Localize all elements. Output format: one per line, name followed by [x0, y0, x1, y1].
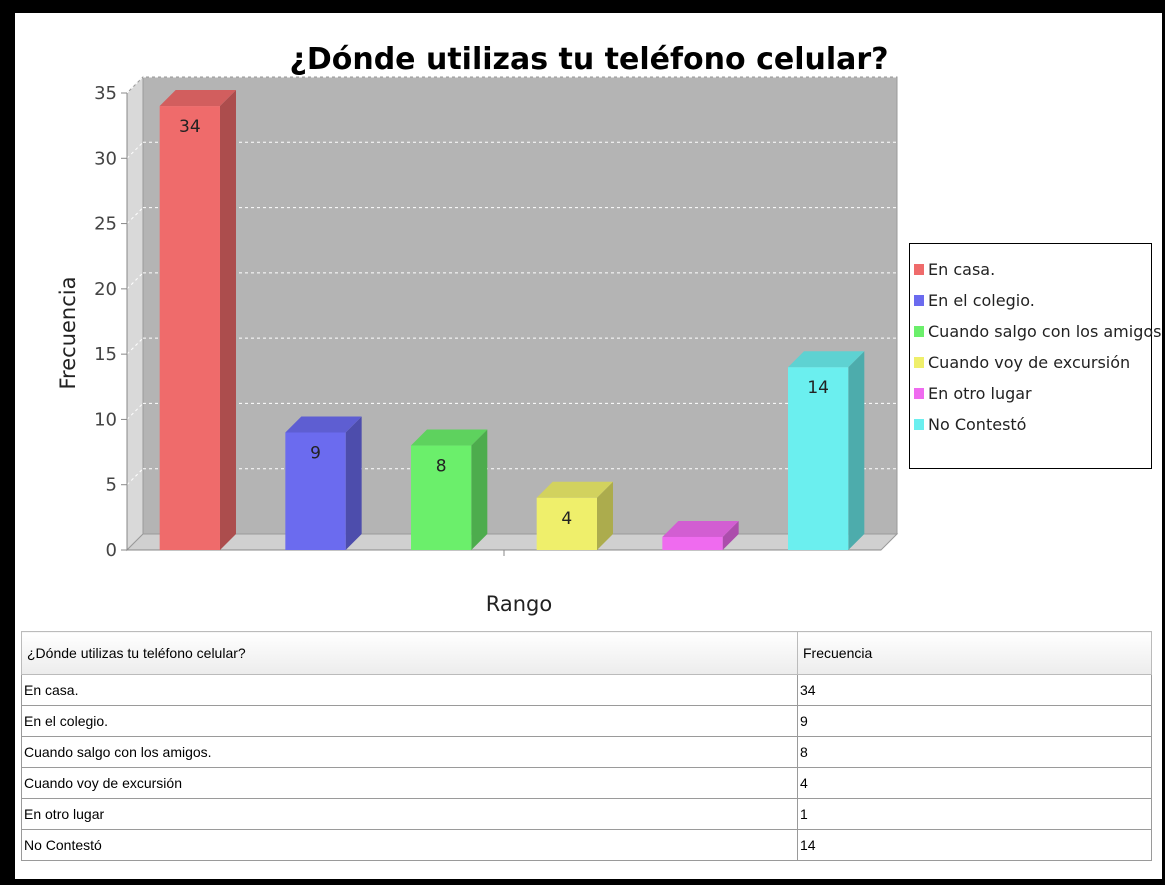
table-cell-category: En otro lugar	[21, 798, 798, 830]
table-cell-frequency: 4	[797, 767, 1152, 799]
bar-side	[345, 416, 362, 550]
bar-top	[788, 351, 865, 368]
table-cell-frequency: 9	[797, 705, 1152, 737]
legend-label: Cuando voy de excursión	[928, 353, 1131, 372]
gridline	[126, 272, 144, 290]
table-cell-frequency: 14	[797, 829, 1152, 861]
legend-swatch	[914, 326, 924, 337]
report-panel: ¿Dónde utilizas tu teléfono celular? 0 5 10…	[15, 13, 1162, 879]
legend-item: En casa.	[914, 254, 1151, 285]
gridline	[126, 76, 144, 94]
bar-value-label: 9	[310, 443, 321, 463]
bar-value-label: 34	[179, 117, 201, 137]
legend-swatch	[914, 264, 924, 275]
y-tick-label: 30	[94, 148, 117, 169]
table-row[interactable]: En otro lugar 1	[21, 798, 1152, 830]
bar	[788, 367, 849, 550]
y-tick-label: 5	[106, 475, 117, 496]
legend-label: En casa.	[928, 260, 996, 279]
plot-back-wall	[142, 76, 898, 535]
table-cell-category: En el colegio.	[21, 705, 798, 737]
table-row[interactable]: En el colegio. 9	[21, 705, 1152, 737]
legend-label: En el colegio.	[928, 291, 1035, 310]
legend-item: No Contestó	[914, 409, 1151, 440]
bar-top	[159, 90, 236, 107]
plot-side-wall	[126, 75, 144, 552]
gridline	[126, 337, 144, 355]
frequency-table: ¿Dónde utilizas tu teléfono celular? Fre…	[21, 631, 1152, 861]
table-row[interactable]: No Contestó 14	[21, 829, 1152, 861]
table-cell-category: En casa.	[21, 674, 798, 706]
gridline	[126, 468, 144, 486]
bar-chart: ¿Dónde utilizas tu teléfono celular? 0 5 10…	[56, 42, 899, 616]
y-tick-label: 15	[94, 344, 117, 365]
bar-side	[219, 90, 236, 551]
bar-side	[722, 520, 739, 550]
bar	[536, 497, 597, 550]
bar-top	[662, 520, 739, 537]
y-tick-label: 0	[106, 540, 117, 561]
gridline	[126, 403, 144, 420]
legend-swatch	[914, 357, 924, 368]
y-tick-label: 25	[94, 214, 117, 235]
bar	[285, 432, 346, 550]
bar-side	[848, 351, 865, 550]
table-header-row: ¿Dónde utilizas tu teléfono celular? Fre…	[21, 631, 1152, 675]
chart-legend: En casa. En el colegio. Cuando salgo con l…	[909, 243, 1162, 469]
legend-label: Cuando salgo con los amigos.	[928, 322, 1162, 341]
chart-title: ¿Dónde utilizas tu teléfono celular?	[289, 42, 888, 77]
legend-label: En otro lugar	[928, 384, 1032, 403]
bar-top	[411, 429, 488, 446]
table-header-frequency[interactable]: Frecuencia	[797, 631, 1152, 675]
table-row[interactable]: En casa. 34	[21, 674, 1152, 706]
gridline	[126, 207, 144, 224]
table-cell-category: Cuando salgo con los amigos.	[21, 736, 798, 768]
legend-item: Cuando salgo con los amigos.	[914, 316, 1162, 347]
bar-value-label: 14	[807, 378, 829, 398]
plot-floor	[125, 533, 899, 551]
legend-item: En el colegio.	[914, 285, 1151, 316]
bar-value-label: 8	[436, 457, 447, 477]
legend-swatch	[914, 295, 924, 306]
legend-item: Cuando voy de excursión	[914, 347, 1151, 378]
table-cell-category: No Contestó	[21, 829, 798, 861]
table-row[interactable]: Cuando voy de excursión 4	[21, 767, 1152, 799]
gridline	[126, 141, 144, 159]
bar-side	[471, 429, 488, 550]
legend-swatch	[914, 419, 924, 430]
y-tick-label: 10	[94, 409, 117, 430]
bar	[159, 106, 220, 551]
bar-value-label: 4	[561, 509, 572, 529]
x-axis-title: Rango	[486, 592, 553, 616]
table-cell-frequency: 8	[797, 736, 1152, 768]
table-row[interactable]: Cuando salgo con los amigos. 8	[21, 736, 1152, 768]
bar	[411, 445, 472, 550]
y-axis-title: Frecuencia	[56, 277, 80, 390]
y-tick-label: 20	[94, 279, 117, 300]
table-cell-frequency: 1	[797, 798, 1152, 830]
bar-side	[596, 481, 613, 550]
table-header-question[interactable]: ¿Dónde utilizas tu teléfono celular?	[21, 631, 798, 675]
bar	[662, 536, 723, 550]
legend-label: No Contestó	[928, 415, 1027, 434]
y-tick-label: 35	[94, 83, 117, 104]
legend-swatch	[914, 388, 924, 399]
bar-top	[285, 416, 362, 433]
table-cell-frequency: 34	[797, 674, 1152, 706]
bar-top	[536, 481, 613, 498]
legend-item: En otro lugar	[914, 378, 1151, 409]
table-cell-category: Cuando voy de excursión	[21, 767, 798, 799]
